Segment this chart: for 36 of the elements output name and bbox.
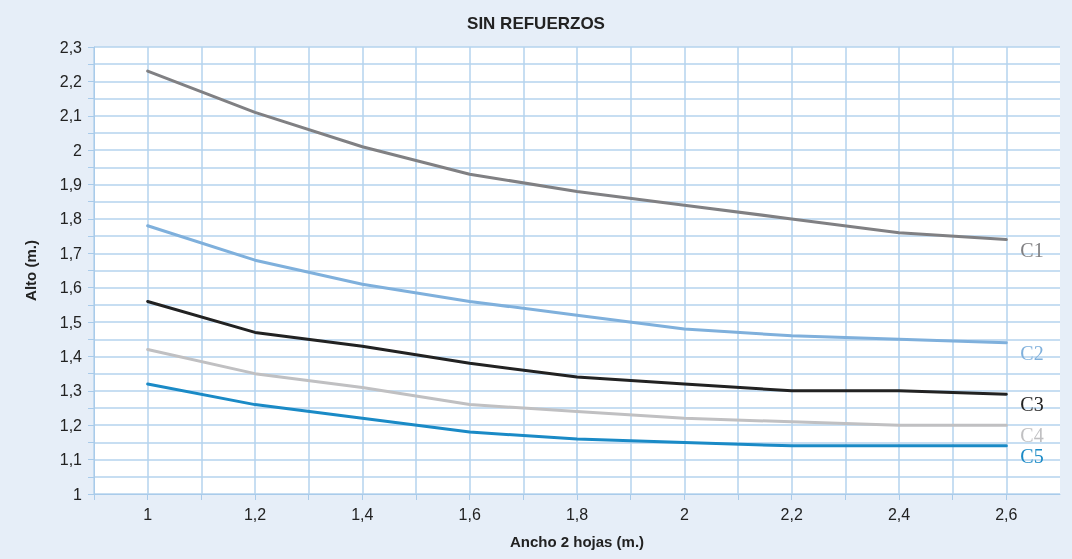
chart-title: SIN REFUERZOS: [467, 14, 605, 33]
x-axis-title: Ancho 2 hojas (m.): [509, 533, 645, 550]
x-tick-label: 1,4: [351, 505, 374, 523]
line-series: [146, 69, 1008, 242]
y-tick-label: 2,2: [59, 72, 83, 90]
series-label: C1: [1020, 238, 1044, 261]
y-tick-label: 2: [73, 141, 83, 159]
y-tick-label: 1,1: [59, 451, 83, 469]
y-tick-label: 1,5: [59, 313, 83, 331]
y-axis-title: Alto (m.): [22, 240, 39, 301]
y-tick-label: 2,3: [59, 38, 83, 56]
x-tick-label: 2,4: [887, 505, 911, 523]
y-tick-label: 1,9: [59, 176, 83, 194]
y-tick-label: 1,3: [59, 382, 83, 400]
y-tick-label: 1,2: [59, 416, 83, 434]
y-tick-label: 1,4: [59, 347, 83, 365]
x-tick-label: 2,6: [995, 505, 1018, 523]
series-label: C5: [1020, 444, 1044, 467]
y-tick-label: 1: [73, 485, 83, 503]
x-tick-label: 1: [143, 505, 153, 523]
y-tick-label: 1,6: [59, 279, 83, 297]
line-series: [146, 224, 1008, 345]
y-tick-label: 2,1: [59, 107, 83, 125]
line-series: [146, 348, 1008, 427]
line-series: [146, 382, 1008, 448]
x-tick-label: 2: [679, 505, 689, 523]
y-tick-label: 1,8: [59, 210, 83, 228]
x-tick-label: 1,2: [243, 505, 267, 523]
series-label: C3: [1020, 393, 1044, 416]
series-label: C2: [1020, 341, 1044, 364]
x-tick-label: 2,2: [780, 505, 803, 523]
line-series: [146, 299, 1008, 396]
series-label: C4: [1020, 424, 1044, 447]
x-tick-label: 1,8: [565, 505, 589, 523]
y-tick-label: 1,7: [59, 244, 83, 262]
x-tick-label: 1,6: [458, 505, 481, 523]
